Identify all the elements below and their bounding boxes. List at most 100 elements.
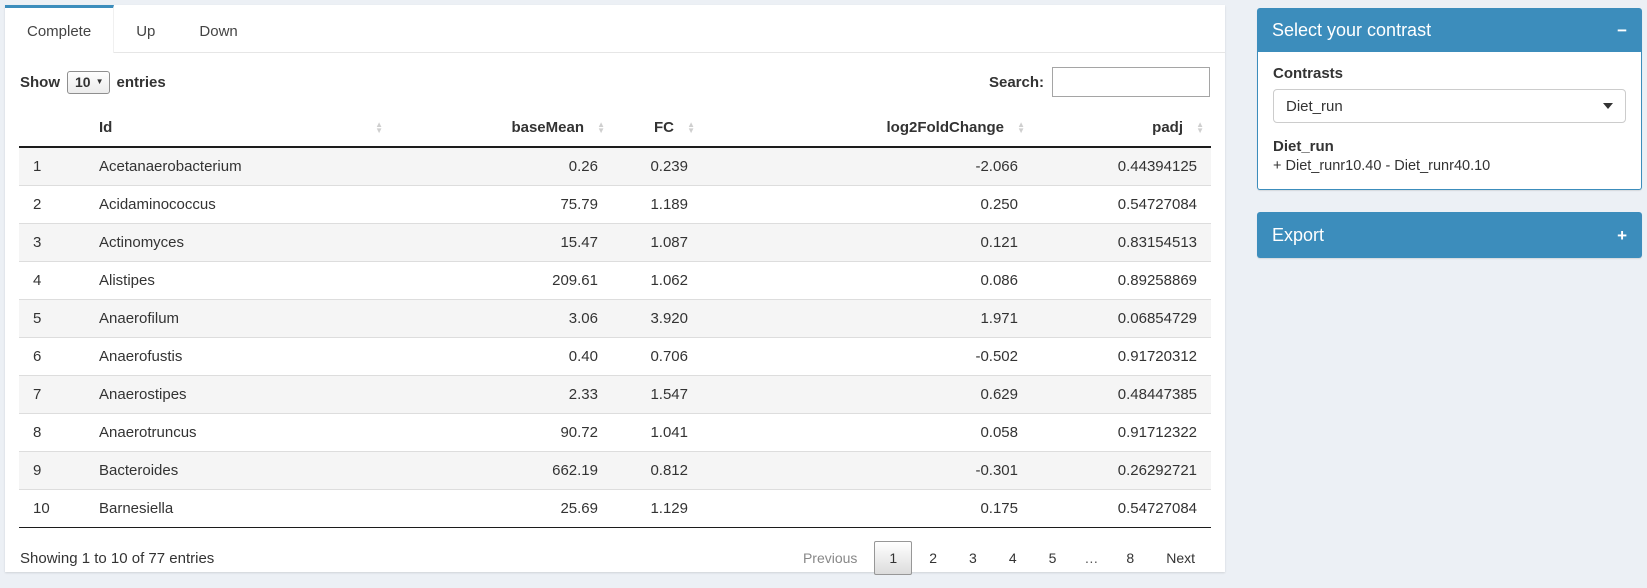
table-row: 5 Anaerofilum 3.06 3.920 1.971 0.06854729 [19,299,1211,338]
cell-basemean: 209.61 [390,261,612,300]
cell-fc: 3.920 [612,299,702,338]
search-label: Search: [988,73,1044,91]
contrasts-label: Contrasts [1273,65,1344,82]
cell-log2foldchange: -0.301 [702,451,1032,490]
tab-down[interactable]: Down [199,23,238,40]
cell-log2foldchange: -0.502 [702,337,1032,376]
contrast-box: Select your contrast − Contrasts Diet_ru… [1257,8,1642,190]
page-button-8[interactable]: 8 [1126,550,1135,566]
cell-rownum: 9 [19,451,91,490]
cell-log2foldchange: 0.629 [702,375,1032,414]
table-controls: Show 10 ▼ entries Search: [5,53,1225,107]
next-page-button[interactable]: Next [1166,550,1195,566]
cell-id: Barnesiella [91,489,390,528]
column-header-rownum [19,109,91,148]
table-body: 1 Acetanaerobacterium 0.26 0.239 -2.066 0.443… [19,147,1211,528]
cell-id: Anaerotruncus [91,413,390,452]
page-length-select[interactable]: 10 ▼ [67,70,110,94]
page-length-value: 10 [75,73,91,90]
search-input[interactable] [1052,67,1210,97]
table-row: 8 Anaerotruncus 90.72 1.041 0.058 0.91712322 [19,413,1211,452]
cell-id: Bacteroides [91,451,390,490]
table-row: 10 Barnesiella 25.69 1.129 0.175 0.54727084 [19,489,1211,528]
sort-icon: ▲ ▼ [1196,119,1204,135]
cell-fc: 1.189 [612,185,702,224]
table-header-row: Id ▲ ▼ baseMean ▲ ▼ FC ▲ ▼ log2FoldChange ▲ ▼ padj ▲ ▼ [19,109,1211,148]
contrast-box-header: Select your contrast − [1257,8,1642,52]
show-label: Show [20,73,60,91]
sidebar-panel: Select your contrast − Contrasts Diet_ru… [1257,8,1642,280]
sort-icon: ▲ ▼ [1017,119,1025,135]
cell-id: Acidaminococcus [91,185,390,224]
previous-page-button[interactable]: Previous [802,550,858,566]
cell-id: Anaerofustis [91,337,390,376]
cell-log2foldchange: 0.175 [702,489,1032,528]
column-header-fc[interactable]: FC ▲ ▼ [612,109,702,148]
cell-basemean: 3.06 [390,299,612,338]
page-button-4[interactable]: 4 [1008,550,1017,566]
expand-plus-icon[interactable]: + [1617,225,1627,245]
column-header-padj[interactable]: padj ▲ ▼ [1032,109,1211,148]
tab-complete[interactable]: Complete [5,5,115,53]
sort-icon: ▲ ▼ [597,119,605,135]
cell-padj: 0.54727084 [1032,185,1211,224]
cell-rownum: 4 [19,261,91,300]
cell-log2foldchange: -2.066 [702,147,1032,186]
cell-padj: 0.44394125 [1032,147,1211,186]
page-button-3[interactable]: 3 [969,550,977,566]
column-label: baseMean [511,119,584,136]
cell-basemean: 25.69 [390,489,612,528]
cell-fc: 1.062 [612,261,702,300]
entries-label: entries [116,73,166,91]
table-row: 6 Anaerofustis 0.40 0.706 -0.502 0.91720312 [19,337,1211,376]
sort-icon: ▲ ▼ [687,119,695,135]
pagination-ellipsis: … [1084,550,1099,566]
column-header-log2foldchange[interactable]: log2FoldChange ▲ ▼ [702,109,1032,148]
collapse-minus-icon[interactable]: − [1617,20,1627,40]
caret-down-icon: ▼ [95,77,104,86]
column-header-id[interactable]: Id ▲ ▼ [91,109,390,148]
contrast-select-value: Diet_run [1286,97,1343,115]
caret-down-icon [1603,103,1613,109]
cell-log2foldchange: 0.086 [702,261,1032,300]
cell-rownum: 10 [19,489,91,528]
cell-fc: 0.706 [612,337,702,376]
table-row: 4 Alistipes 209.61 1.062 0.086 0.89258869 [19,261,1211,300]
table-row: 9 Bacteroides 662.19 0.812 -0.301 0.26292721 [19,451,1211,490]
contrast-select[interactable]: Diet_run [1273,89,1626,123]
cell-rownum: 5 [19,299,91,338]
cell-fc: 1.547 [612,375,702,414]
column-label: FC [654,119,674,136]
cell-basemean: 15.47 [390,223,612,262]
cell-rownum: 7 [19,375,91,414]
cell-basemean: 90.72 [390,413,612,452]
sort-icon: ▲ ▼ [375,119,383,135]
column-label: log2FoldChange [886,119,1005,136]
tab-up[interactable]: Up [136,23,156,40]
cell-basemean: 75.79 [390,185,612,224]
cell-log2foldchange: 0.250 [702,185,1032,224]
cell-rownum: 6 [19,337,91,376]
contrast-box-body: Contrasts Diet_run Diet_run + Diet_runr1… [1257,52,1642,190]
results-panel: Complete Up Down Show 10 ▼ entries Search:… [5,5,1225,575]
page-button-1[interactable]: 1 [874,541,913,575]
column-header-basemean[interactable]: baseMean ▲ ▼ [390,109,612,148]
page-button-2[interactable]: 2 [929,550,938,566]
cell-id: Acetanaerobacterium [91,147,390,186]
contrast-box-title: Select your contrast [1272,19,1432,40]
table-row: 3 Actinomyces 15.47 1.087 0.121 0.83154513 [19,223,1211,262]
export-box-header: Export + [1257,212,1642,258]
pagination: Previous 1 2 3 4 5 … 8 Next [786,541,1210,575]
export-box: Export + [1257,212,1642,258]
page-button-5[interactable]: 5 [1048,550,1057,566]
cell-padj: 0.91712322 [1032,413,1211,452]
results-table: Id ▲ ▼ baseMean ▲ ▼ FC ▲ ▼ log2FoldChange ▲ ▼ padj ▲ ▼… [19,109,1211,528]
cell-rownum: 3 [19,223,91,262]
cell-id: Anaerostipes [91,375,390,414]
cell-fc: 1.041 [612,413,702,452]
cell-padj: 0.83154513 [1032,223,1211,262]
cell-padj: 0.89258869 [1032,261,1211,300]
cell-basemean: 2.33 [390,375,612,414]
tab-bar: Complete Up Down [5,5,1225,53]
table-row: 1 Acetanaerobacterium 0.26 0.239 -2.066 0.443… [19,147,1211,186]
